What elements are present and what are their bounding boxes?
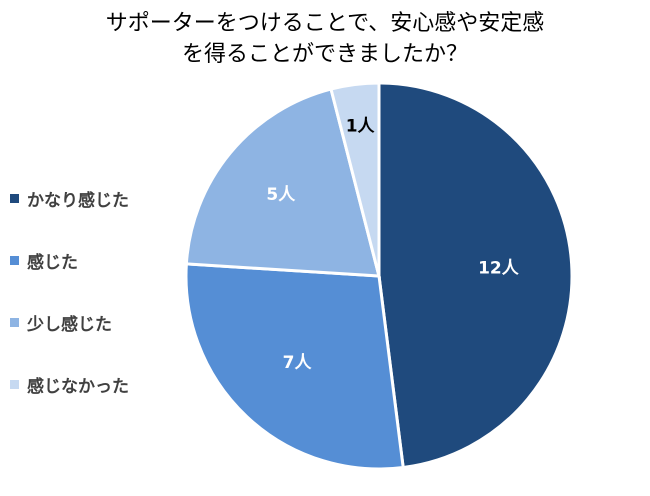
chart-title: サポーターをつけることで、安心感や安定感 を得ることができましたか？ xyxy=(0,8,650,70)
pie-slice-kanari-kanjita xyxy=(377,81,574,470)
legend-item-sukoshi-kanjita: 少し感じた xyxy=(10,312,180,335)
legend-swatch xyxy=(10,193,19,203)
pie-slice-sukoshi-kanjita xyxy=(184,87,381,278)
pie-slice-kanjita xyxy=(184,262,405,471)
legend-item-kanjinakatta: 感じなかった xyxy=(10,374,180,397)
chart-title-line-2: を得ることができましたか？ xyxy=(181,42,468,67)
legend-item-kanjita: 感じた xyxy=(10,250,180,273)
legend-swatch xyxy=(10,379,19,389)
chart-title-line-1: サポーターをつけることで、安心感や安定感 xyxy=(105,11,545,36)
data-label-sukoshi-kanjita: 5人 xyxy=(266,185,296,205)
pie-slice-kanjinakatta xyxy=(329,81,381,277)
data-label-kanari-kanjita: 12人 xyxy=(478,258,520,278)
legend-label: 感じた xyxy=(27,252,78,273)
legend-label: かなり感じた xyxy=(27,190,129,211)
legend: かなり感じた 感じた 少し感じた 感じなかった xyxy=(10,188,180,436)
legend-label: 感じなかった xyxy=(27,376,129,397)
legend-swatch xyxy=(10,255,19,265)
data-label-kanjinakatta: 1人 xyxy=(346,117,376,137)
data-label-kanjita: 7人 xyxy=(283,353,313,373)
legend-label: 少し感じた xyxy=(27,314,112,335)
legend-item-kanari-kanjita: かなり感じた xyxy=(10,188,180,211)
legend-swatch xyxy=(10,317,19,327)
